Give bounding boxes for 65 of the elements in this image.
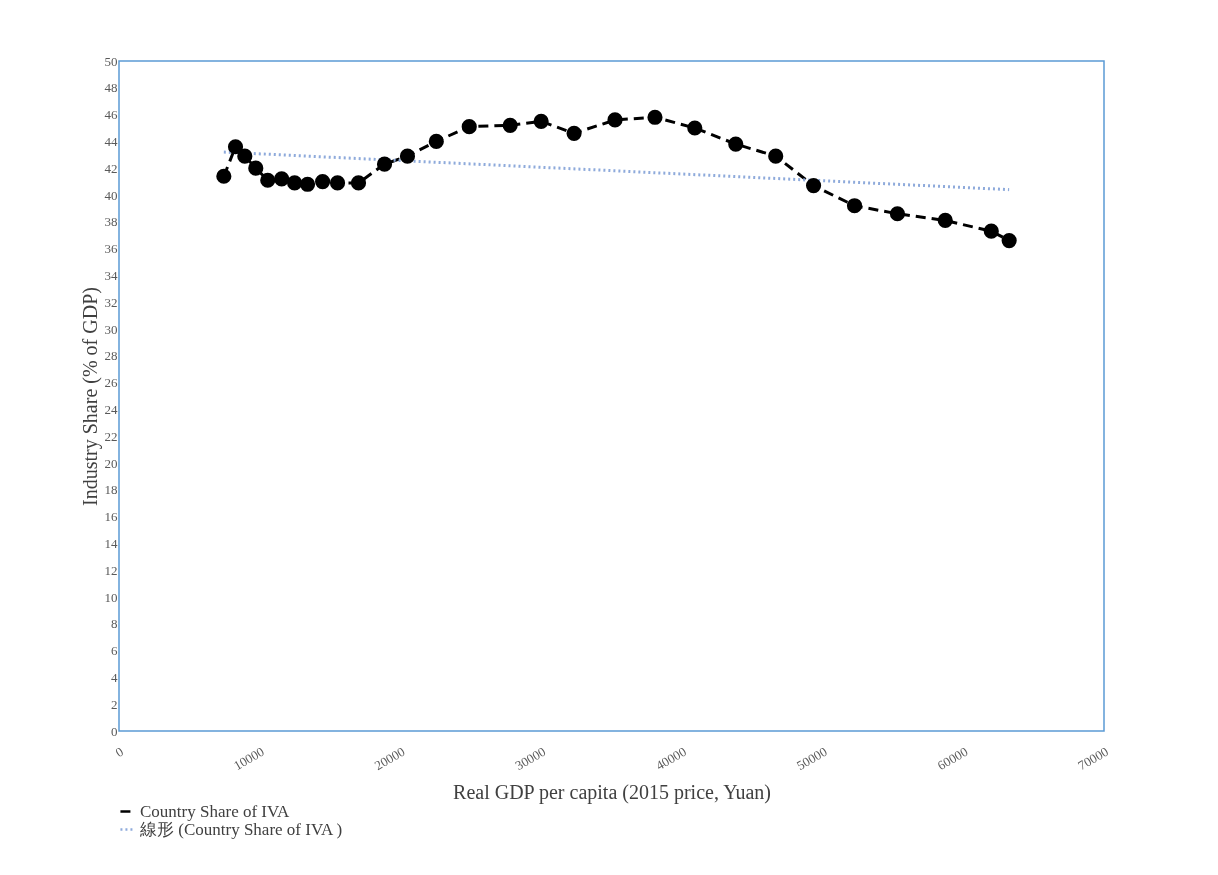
y-tick-label: 22 — [104, 428, 118, 444]
y-tick-label: 38 — [104, 214, 118, 230]
y-tick-label: 18 — [104, 482, 118, 498]
y-tick-label: 2 — [111, 696, 118, 712]
point — [566, 125, 582, 141]
x-tick-label: 10000 — [231, 743, 267, 774]
y-axis-title: Industry Share (% of GDP) — [78, 287, 102, 506]
point — [299, 176, 316, 192]
point — [502, 117, 518, 133]
x-tick-label: 70000 — [1075, 743, 1111, 774]
y-tick-label: 50 — [104, 53, 118, 69]
point — [768, 148, 784, 164]
point — [329, 175, 346, 191]
y-tick-label: 30 — [104, 321, 118, 337]
y-tick-label: 46 — [104, 107, 118, 123]
point — [350, 175, 367, 191]
y-tick-label: 32 — [104, 294, 118, 310]
point — [287, 175, 303, 191]
y-tick-label: 12 — [104, 562, 118, 578]
y-tick-label: 36 — [104, 241, 118, 257]
point — [607, 112, 623, 128]
y-tick-label: 4 — [111, 669, 118, 685]
point — [937, 212, 953, 229]
y-tick-label: 16 — [104, 509, 118, 525]
point — [376, 156, 393, 172]
point — [315, 174, 331, 190]
point — [728, 136, 744, 152]
x-tick-label: 50000 — [793, 743, 830, 774]
y-tick-label: 0 — [111, 723, 118, 739]
point — [248, 160, 264, 176]
point — [227, 139, 244, 155]
x-tick-label: 20000 — [371, 743, 408, 774]
y-tick-label: 40 — [104, 187, 118, 203]
y-tick-label: 44 — [104, 133, 118, 149]
point — [237, 148, 253, 164]
y-tick-label: 6 — [111, 643, 118, 659]
y-tick-label: 28 — [104, 348, 118, 364]
y-tick-label: 10 — [104, 589, 118, 605]
x-axis-title: Real GDP per capita (2015 price, Yuan) — [453, 781, 771, 805]
point — [846, 198, 863, 214]
point — [533, 113, 549, 129]
point — [889, 206, 906, 222]
y-tick-label: 26 — [104, 375, 118, 391]
y-tick-label: 24 — [104, 401, 118, 417]
point — [1001, 232, 1017, 249]
y-tick-label: 8 — [111, 616, 118, 632]
point — [274, 171, 290, 187]
x-tick-label: 30000 — [512, 743, 549, 774]
point — [983, 223, 999, 239]
x-tick-label: 60000 — [934, 743, 971, 774]
point — [647, 109, 663, 125]
point — [428, 133, 444, 149]
y-tick-label: 20 — [104, 455, 118, 471]
point — [260, 172, 276, 188]
y-tick-label: 48 — [104, 80, 118, 96]
point — [399, 148, 416, 164]
point — [216, 168, 232, 184]
point — [805, 178, 822, 194]
y-tick-label: 34 — [104, 267, 118, 283]
y-tick-label: 42 — [104, 160, 118, 176]
legend-label: Country Share of IVA — [140, 801, 291, 821]
point — [687, 120, 703, 136]
point — [461, 119, 477, 135]
y-tick-label: 14 — [104, 535, 118, 551]
x-tick-label: 40000 — [653, 743, 689, 774]
